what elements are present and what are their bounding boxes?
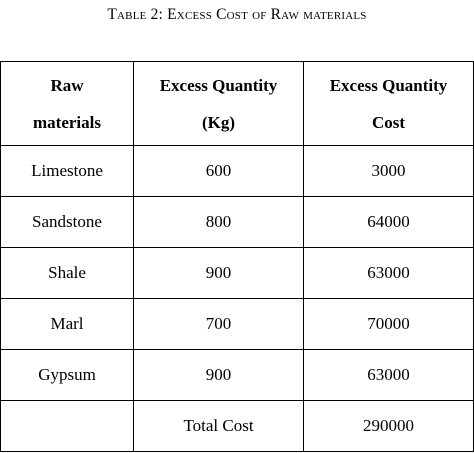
header-raw-materials: Raw materials xyxy=(0,61,134,146)
total-cost-label: Total Cost xyxy=(133,400,304,452)
header-excess-quantity-kg: Excess Quantity (Kg) xyxy=(133,61,304,146)
table-total-row: Total Cost 290000 xyxy=(0,400,474,452)
table-cell-cost: 64000 xyxy=(303,196,474,248)
table-row: Gypsum 900 63000 xyxy=(0,349,474,401)
table-row: Sandstone 800 64000 xyxy=(0,196,474,248)
table-row: Marl 700 70000 xyxy=(0,298,474,350)
table-cell-material: Shale xyxy=(0,247,134,299)
header-line: (Kg) xyxy=(201,112,236,132)
table-row: Limestone 600 3000 xyxy=(0,145,474,197)
table-cell-quantity: 800 xyxy=(133,196,304,248)
table-cell-material: Marl xyxy=(0,298,134,350)
table-row: Shale 900 63000 xyxy=(0,247,474,299)
header-line: Cost xyxy=(371,112,406,132)
table-cell-material: Sandstone xyxy=(0,196,134,248)
header-line: Excess Quantity xyxy=(329,75,448,95)
table-cell-cost: 63000 xyxy=(303,247,474,299)
header-line: materials xyxy=(33,112,101,132)
header-line: Raw xyxy=(50,75,84,95)
total-cost-value: 290000 xyxy=(303,400,474,452)
table-cell-material: Limestone xyxy=(0,145,134,197)
table-cell-cost: 3000 xyxy=(303,145,474,197)
header-excess-quantity-cost: Excess Quantity Cost xyxy=(303,61,474,146)
table-header-row: Raw materials Excess Quantity (Kg) Exces… xyxy=(0,61,474,146)
table-cell-material: Gypsum xyxy=(0,349,134,401)
table-cell-cost: 63000 xyxy=(303,349,474,401)
table-cell-quantity: 600 xyxy=(133,145,304,197)
table-cell-quantity: 900 xyxy=(133,349,304,401)
table-cell-empty xyxy=(0,400,134,452)
table-caption: Table 2: Excess Cost of Raw materials xyxy=(107,6,367,23)
table-cell-cost: 70000 xyxy=(303,298,474,350)
excess-cost-table: Raw materials Excess Quantity (Kg) Exces… xyxy=(0,61,474,452)
table-cell-quantity: 700 xyxy=(133,298,304,350)
table-cell-quantity: 900 xyxy=(133,247,304,299)
header-line: Excess Quantity xyxy=(159,75,278,95)
